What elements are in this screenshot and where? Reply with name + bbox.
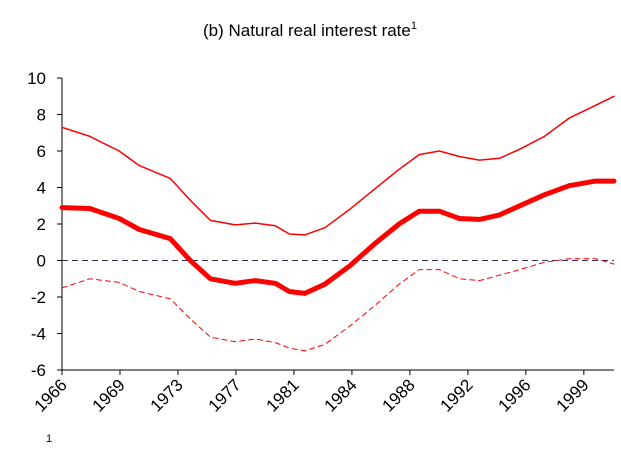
series-line [59,178,617,296]
y-tick-label: -6 [31,361,46,380]
x-tick-label: 1981 [263,375,303,415]
y-tick-label: -4 [31,325,46,344]
y-tick-label: 10 [27,69,46,88]
title-text: (b) Natural real interest rate [203,21,411,40]
footnote: 1 [46,433,52,445]
x-tick-label: 1996 [495,375,535,415]
title-superscript: 1 [411,20,417,32]
x-tick-label: 1984 [321,375,361,415]
x-tick-label: 1992 [437,375,477,415]
series-line [61,258,615,352]
x-tick-label: 1999 [552,375,592,415]
x-tick-label: 1988 [379,375,419,415]
y-tick-label: -2 [31,288,46,307]
y-tick-label: 0 [37,252,46,271]
chart-title: (b) Natural real interest rate1 [203,20,417,40]
series-line [61,95,615,236]
x-tick-label: 1969 [89,375,129,415]
y-tick-label: 4 [37,179,46,198]
y-tick-label: 2 [37,215,46,234]
x-tick-label: 1973 [147,375,187,415]
y-tick-label: 8 [37,106,46,125]
y-tick-label: 6 [37,142,46,161]
x-tick-label: 1977 [205,375,245,415]
x-tick-label: 1966 [31,375,71,415]
